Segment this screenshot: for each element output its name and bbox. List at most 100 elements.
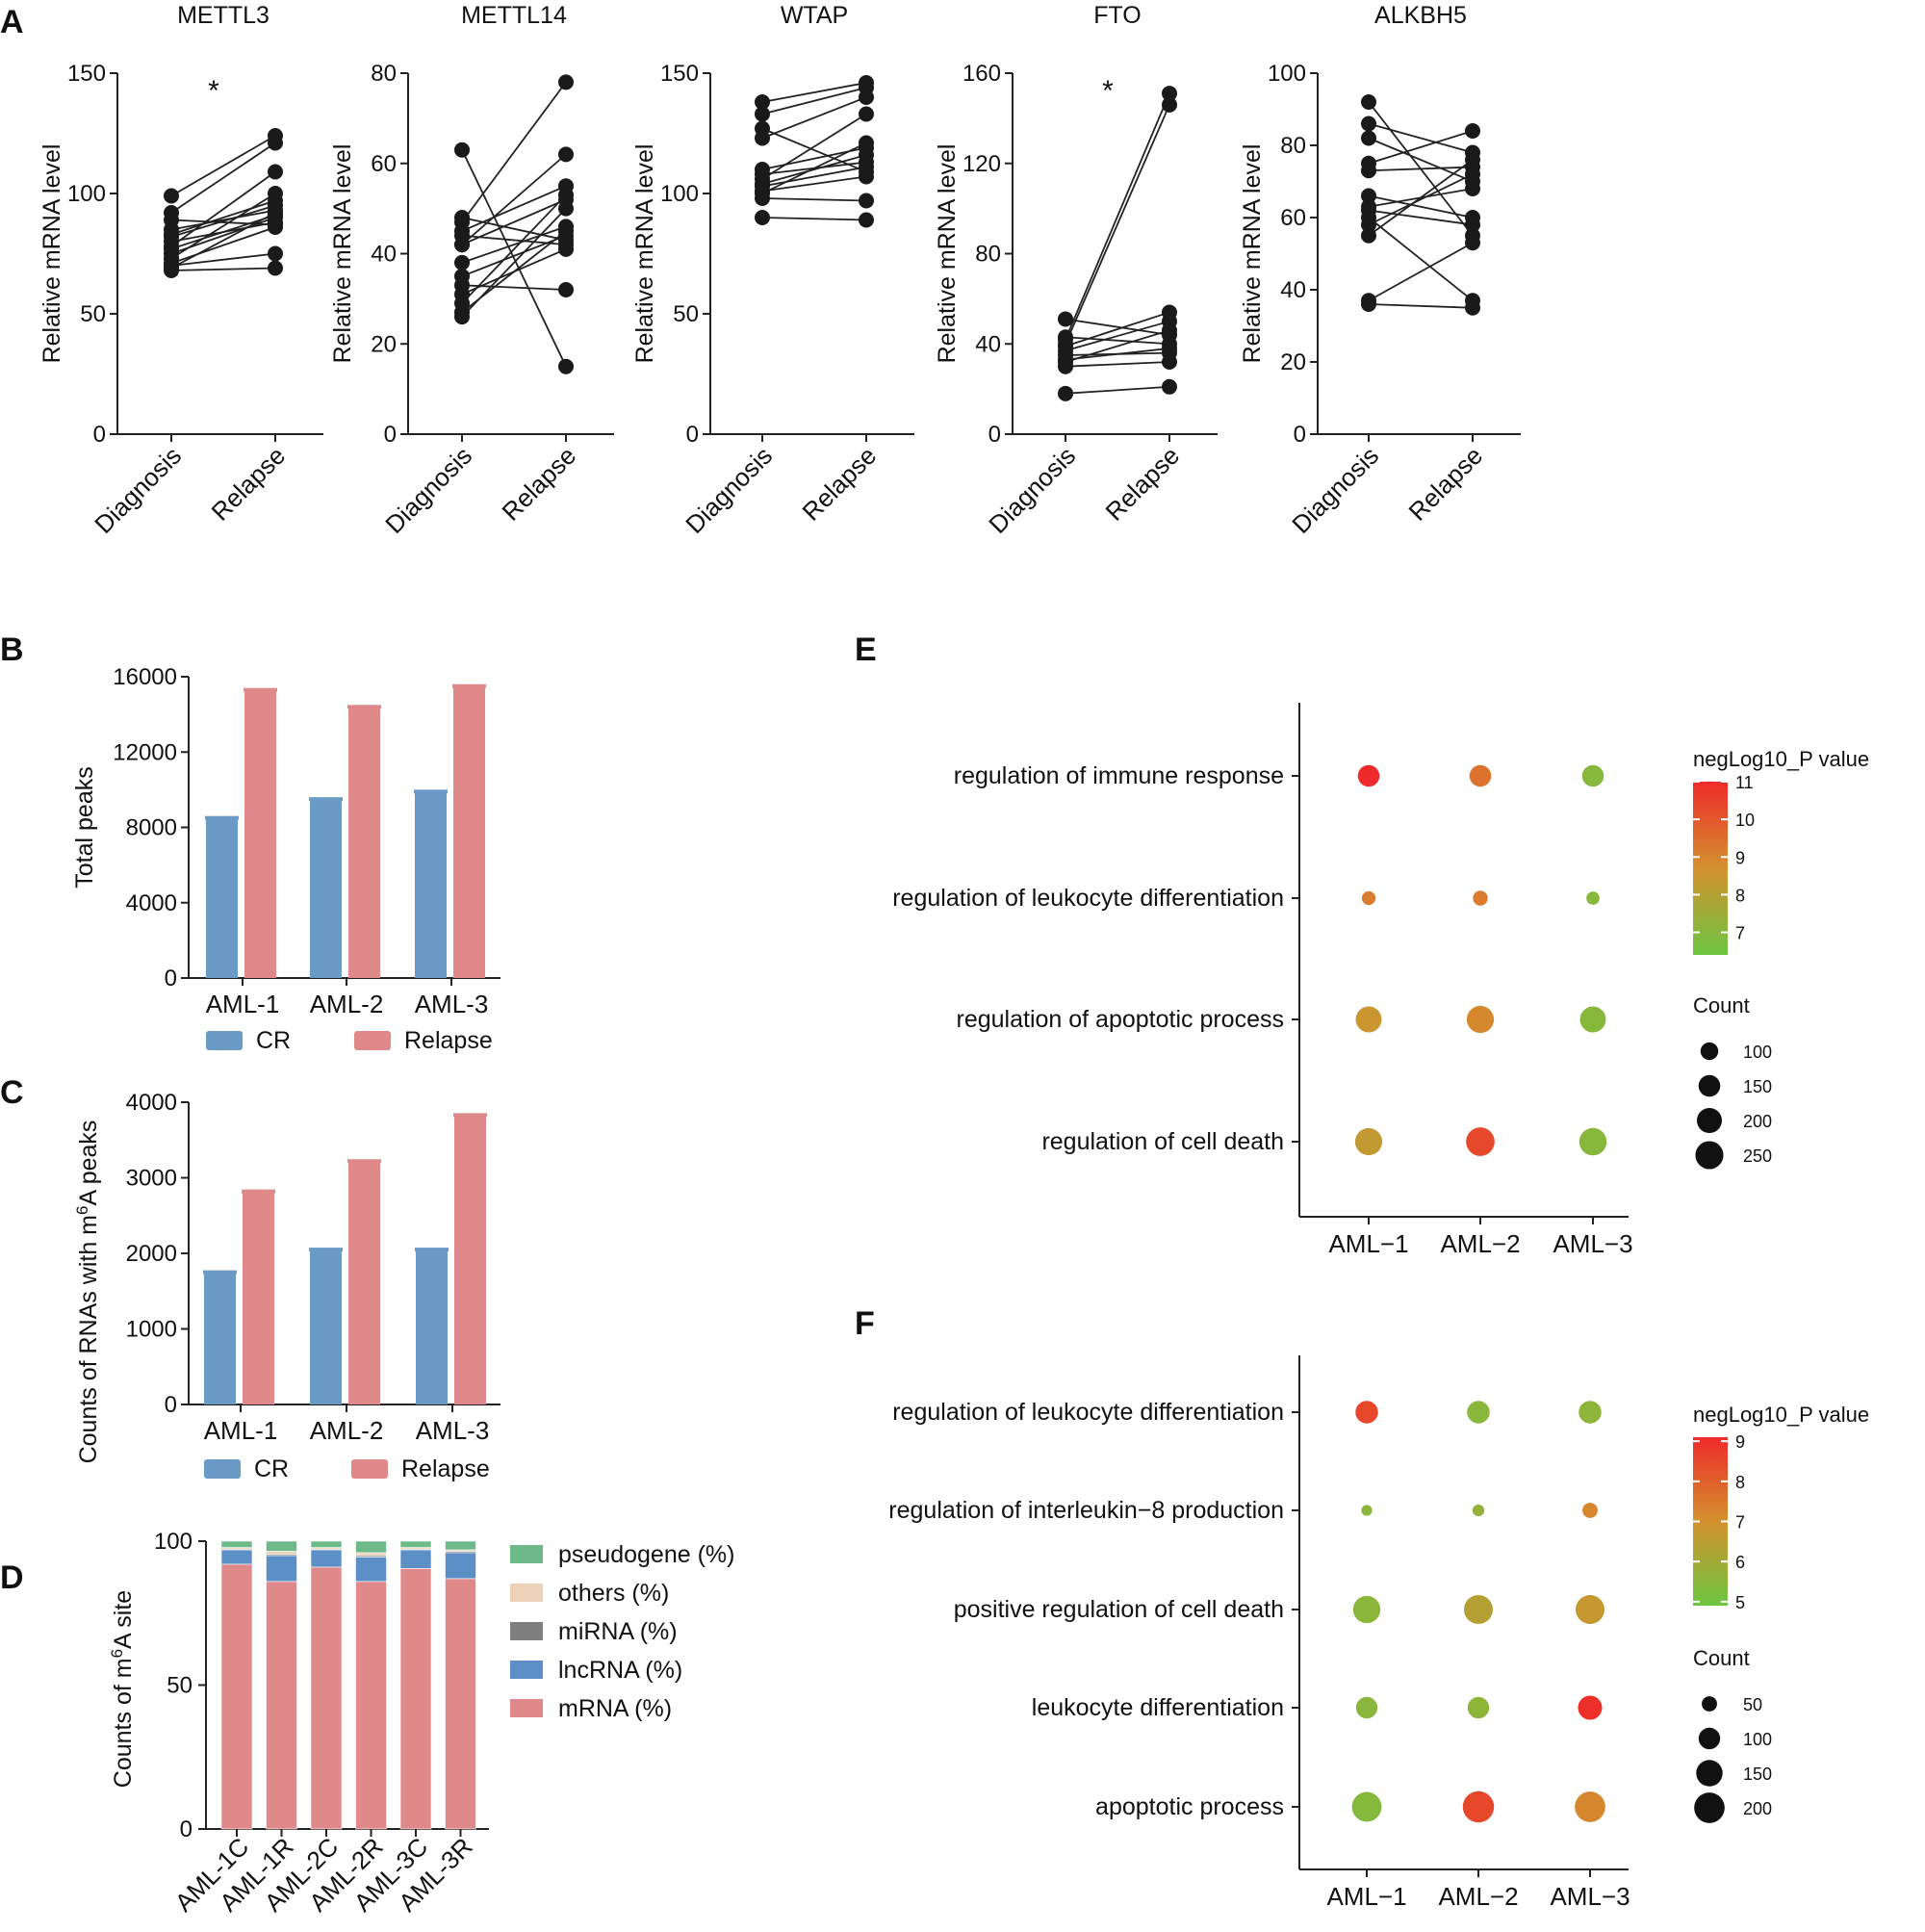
size-legend-circle xyxy=(1698,1074,1721,1097)
x-tick-label: Relapse xyxy=(797,441,883,527)
stack-segment-mrna xyxy=(266,1581,297,1830)
pair-line xyxy=(170,252,276,267)
go-term-label: regulation of interleukin−8 production xyxy=(888,1497,1284,1524)
legend-swatch xyxy=(510,1622,543,1640)
size-legend-circle xyxy=(1698,1727,1721,1750)
x-tick-label: AML-2 xyxy=(310,990,384,1018)
pair-line xyxy=(761,87,867,116)
diagnosis-point xyxy=(755,210,770,225)
size-legend-label: 150 xyxy=(1743,1077,1772,1096)
gene-plot-5: ALKBH5 0 20 40 60 80 100 Diagnosis Relapse Relati… xyxy=(1239,2,1521,539)
pair-line xyxy=(1368,173,1474,226)
x-tick-label: Diagnosis xyxy=(379,441,477,539)
y-tick-label: 20 xyxy=(1280,349,1306,375)
legend-swatch xyxy=(510,1584,543,1602)
pair-line xyxy=(761,217,867,221)
pair-line xyxy=(761,197,867,202)
color-bar-label: 10 xyxy=(1735,811,1755,830)
panel-label-a: A xyxy=(0,4,24,40)
bar-relapse xyxy=(244,689,276,978)
bubble-point xyxy=(1467,1696,1490,1719)
pair-line xyxy=(1368,209,1474,226)
relapse-point xyxy=(558,187,574,203)
color-bar-label: 8 xyxy=(1735,886,1745,905)
y-tick-label: 40 xyxy=(975,331,1001,357)
x-tick-label: AML−1 xyxy=(1326,1882,1406,1911)
y-tick-label: 100 xyxy=(67,181,106,207)
pair-line xyxy=(461,185,567,232)
bar-error-cap xyxy=(309,797,343,802)
relapse-point xyxy=(859,106,874,122)
pair-line xyxy=(1368,122,1474,154)
diagnosis-point xyxy=(454,309,470,325)
diagnosis-point xyxy=(755,106,770,122)
y-axis-label: Relative mRNA level xyxy=(329,144,356,364)
gene-plot-1: METTL3 0 50 100 150 Diagnosis Relapse Relative … xyxy=(38,2,323,539)
pair-line xyxy=(170,204,276,238)
legend-label: pseudogene (%) xyxy=(558,1541,734,1568)
size-legend-label: 150 xyxy=(1743,1765,1772,1784)
pair-line xyxy=(761,113,867,180)
bubble-point xyxy=(1355,1401,1378,1424)
size-legend-circle xyxy=(1695,1141,1724,1170)
bubble-point xyxy=(1361,1505,1373,1516)
bar-cr xyxy=(415,791,447,978)
pair-line xyxy=(1065,336,1170,346)
size-legend-label: 200 xyxy=(1743,1112,1772,1131)
relapse-point xyxy=(268,186,283,201)
pair-line xyxy=(1065,329,1170,363)
y-tick-label: 60 xyxy=(371,151,397,177)
go-term-label: regulation of cell death xyxy=(1041,1128,1284,1155)
bar-error-cap xyxy=(242,1189,275,1194)
pair-line xyxy=(170,267,276,271)
relapse-point xyxy=(1162,340,1177,356)
diagnosis-point xyxy=(1361,217,1376,233)
pair-line xyxy=(461,208,567,318)
y-axis-label-part-0: Counts of RNAs with m xyxy=(75,1215,102,1463)
size-legend-circle xyxy=(1702,1696,1717,1712)
x-tick-label: Diagnosis xyxy=(680,441,778,539)
bar-error-cap xyxy=(453,1113,487,1118)
stack-segment-mrna xyxy=(220,1563,253,1830)
y-axis-label-part-0: Counts of m xyxy=(110,1658,137,1788)
legend-swatch xyxy=(204,1459,241,1479)
bubble-point xyxy=(1463,1594,1494,1625)
panel-label-c: C xyxy=(0,1074,24,1111)
y-tick-label: 150 xyxy=(67,61,106,87)
y-tick-label: 0 xyxy=(1294,422,1306,448)
pair-line xyxy=(1368,303,1474,309)
go-term-label: positive regulation of cell death xyxy=(954,1596,1284,1623)
relapse-point xyxy=(1465,299,1480,316)
legend-swatch xyxy=(354,1031,391,1050)
pair-line xyxy=(461,193,567,304)
diagnosis-point xyxy=(164,188,179,204)
color-bar-label: 7 xyxy=(1735,924,1745,943)
x-tick-label: AML-1 xyxy=(206,990,280,1018)
color-bar-label: 5 xyxy=(1735,1593,1745,1612)
y-tick-label: 0 xyxy=(165,1392,177,1418)
legend-label: CR xyxy=(254,1455,289,1482)
gene-title: METTL14 xyxy=(461,2,567,29)
pair-line xyxy=(1368,242,1474,302)
bubble-point xyxy=(1579,1006,1606,1033)
pair-line xyxy=(170,212,276,270)
pair-line xyxy=(170,226,276,265)
relapse-point xyxy=(1465,167,1480,182)
color-bar-label: 9 xyxy=(1735,848,1745,867)
pair-line xyxy=(761,166,867,188)
bar-cr xyxy=(206,817,238,978)
legend-label: Relapse xyxy=(404,1027,493,1054)
y-tick-label: 120 xyxy=(962,151,1001,177)
bubble-point xyxy=(1351,1791,1382,1822)
y-axis-label: Relative mRNA level xyxy=(1239,144,1266,364)
pair-line xyxy=(461,217,567,242)
y-tick-label: 20 xyxy=(371,331,397,357)
relapse-point xyxy=(1162,378,1177,395)
diagnosis-point xyxy=(1058,311,1073,327)
relapse-point xyxy=(859,193,874,209)
y-tick-label: 1000 xyxy=(126,1317,177,1343)
bubble-point xyxy=(1467,1401,1490,1424)
x-tick-label: Relapse xyxy=(206,441,292,527)
gene-title: FTO xyxy=(1093,2,1142,29)
